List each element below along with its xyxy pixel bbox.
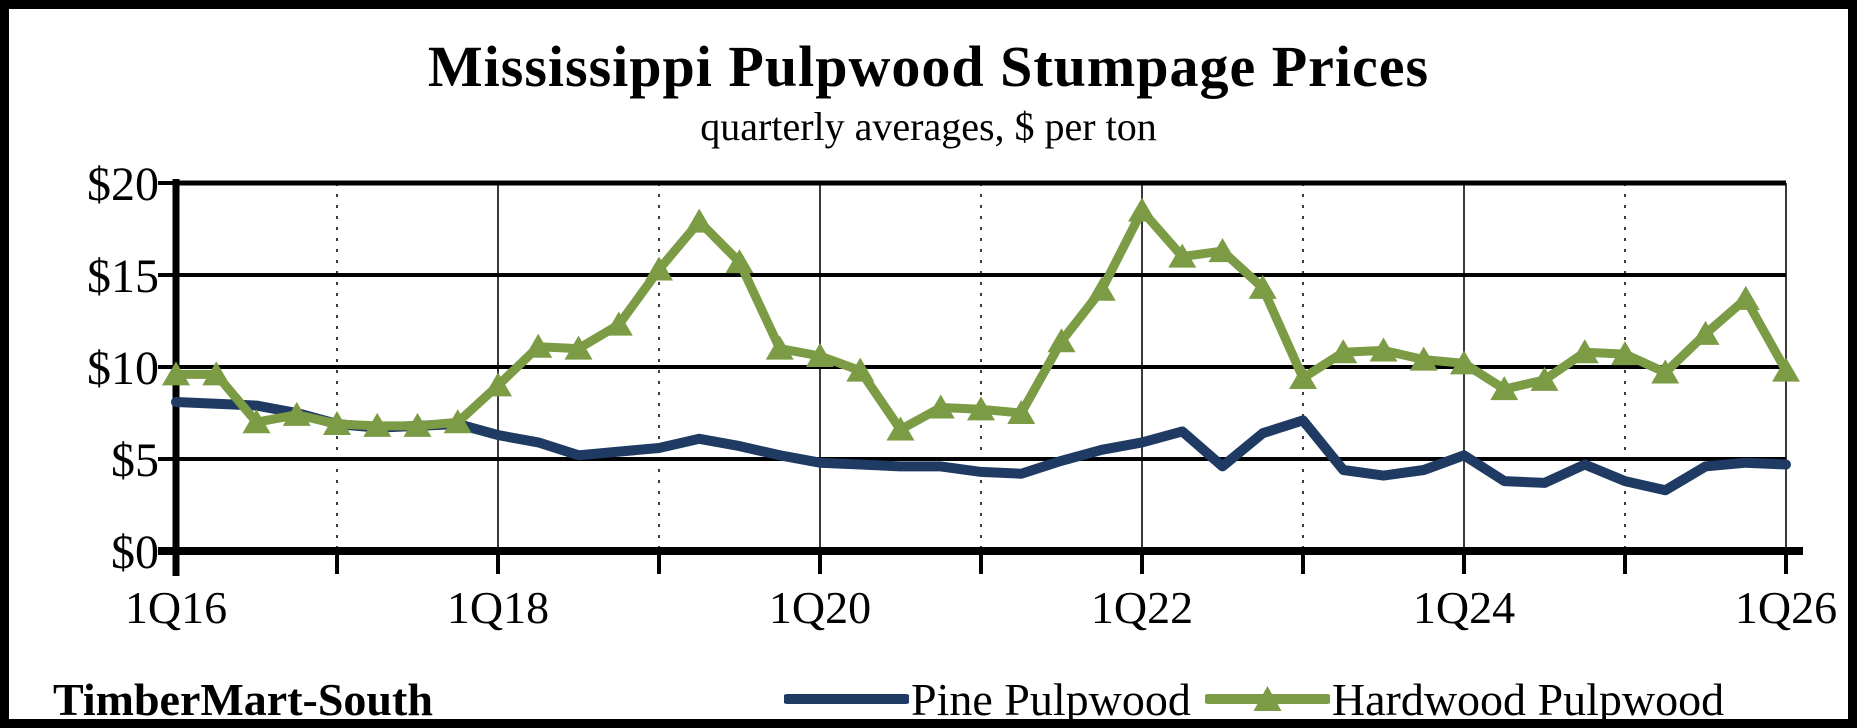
x-axis-tick-label: 1Q16 bbox=[125, 582, 227, 633]
hardwood-triangle-marker bbox=[202, 361, 231, 386]
hardwood-triangle-marker bbox=[1691, 320, 1720, 345]
hardwood-triangle-marker bbox=[886, 416, 915, 441]
hardwood-triangle-marker bbox=[1570, 339, 1599, 364]
hardwood-triangle-marker bbox=[725, 249, 754, 274]
hardwood-triangle-marker bbox=[1128, 197, 1156, 222]
chart-subtitle: quarterly averages, $ per ton bbox=[700, 104, 1157, 149]
hardwood-triangle-marker bbox=[1490, 376, 1519, 401]
legend-label-hardwood: Hardwood Pulpwood bbox=[1331, 673, 1725, 725]
hardwood-triangle-marker bbox=[1409, 346, 1438, 371]
hardwood-triangle-marker bbox=[1289, 365, 1317, 390]
hardwood-triangle-marker bbox=[604, 311, 633, 336]
y-axis-tick-label: $15 bbox=[87, 250, 159, 303]
chart-title: Mississippi Pulpwood Stumpage Prices bbox=[427, 34, 1430, 99]
hardwood-triangle-marker bbox=[1651, 359, 1680, 384]
hardwood-triangle-marker bbox=[1007, 400, 1036, 424]
hardwood-triangle-marker bbox=[1329, 339, 1358, 364]
hardwood-triangle-marker bbox=[1208, 238, 1237, 263]
hardwood-triangle-marker bbox=[846, 357, 875, 382]
hardwood-triangle-marker bbox=[926, 394, 955, 419]
hardwood-triangle-marker bbox=[1450, 350, 1478, 375]
hardwood-triangle-marker bbox=[242, 409, 271, 434]
hardwood-triangle-marker bbox=[967, 396, 995, 421]
hardwood-triangle-marker bbox=[806, 342, 834, 367]
hardwood-triangle-marker bbox=[685, 208, 714, 233]
hardwood-triangle-marker bbox=[484, 372, 512, 397]
hardwood-triangle-marker bbox=[1047, 328, 1076, 353]
hardwood-triangle-marker bbox=[323, 411, 351, 436]
source-label: TimberMart-South bbox=[53, 674, 433, 725]
hardwood-triangle-marker bbox=[1369, 337, 1398, 362]
hardwood-triangle-marker bbox=[765, 335, 794, 360]
y-axis-tick-label: $5 bbox=[111, 434, 159, 487]
hardwood-triangle-marker bbox=[1731, 285, 1760, 310]
legend-item-hardwood: Hardwood Pulpwood bbox=[1204, 673, 1725, 725]
hardwood-triangle-marker bbox=[443, 409, 472, 434]
pine-line-swatch bbox=[784, 694, 909, 704]
hardwood-triangle-marker bbox=[1611, 341, 1639, 366]
hardwood-triangle-marker bbox=[1530, 366, 1559, 391]
hardwood-triangle-marker bbox=[363, 412, 392, 437]
hardwood-triangle-marker bbox=[645, 256, 673, 281]
y-axis-tick-label: $0 bbox=[111, 526, 159, 579]
x-axis-tick-label: 1Q18 bbox=[447, 582, 549, 633]
hardwood-triangle-marker bbox=[564, 335, 593, 360]
plot-area: $0 $5 $10 $15 $20 1Q16 1Q18 1Q20 1Q22 1Q24 1Q26 bbox=[87, 158, 1837, 633]
hardwood-triangle-marker bbox=[282, 401, 311, 426]
hardwood-triangle-marker bbox=[1248, 274, 1277, 299]
x-axis-tick-label: 1Q24 bbox=[1413, 582, 1515, 633]
x-axis-tick-label: 1Q20 bbox=[769, 582, 871, 633]
hardwood-triangle-marker bbox=[403, 412, 432, 437]
x-axis-tick-label: 1Q22 bbox=[1091, 582, 1193, 633]
x-axis-tick-label: 1Q26 bbox=[1735, 582, 1837, 633]
hardwood-triangle-marker bbox=[524, 333, 553, 358]
y-axis-tick-label: $20 bbox=[87, 158, 159, 211]
hardwood-line-triangle-swatch bbox=[1204, 686, 1330, 711]
hardwood-triangle-marker bbox=[1772, 357, 1800, 382]
hardwood-triangle-marker bbox=[162, 361, 190, 386]
legend-label-pine: Pine Pulpwood bbox=[911, 673, 1191, 725]
y-axis-tick-label: $10 bbox=[87, 342, 159, 395]
legend: Pine Pulpwood Hardwood Pulpwood bbox=[784, 673, 1725, 725]
hardwood-triangle-marker bbox=[1087, 276, 1116, 301]
hardwood-triangle-marker bbox=[1168, 243, 1197, 268]
legend-item-pine: Pine Pulpwood bbox=[784, 673, 1191, 725]
